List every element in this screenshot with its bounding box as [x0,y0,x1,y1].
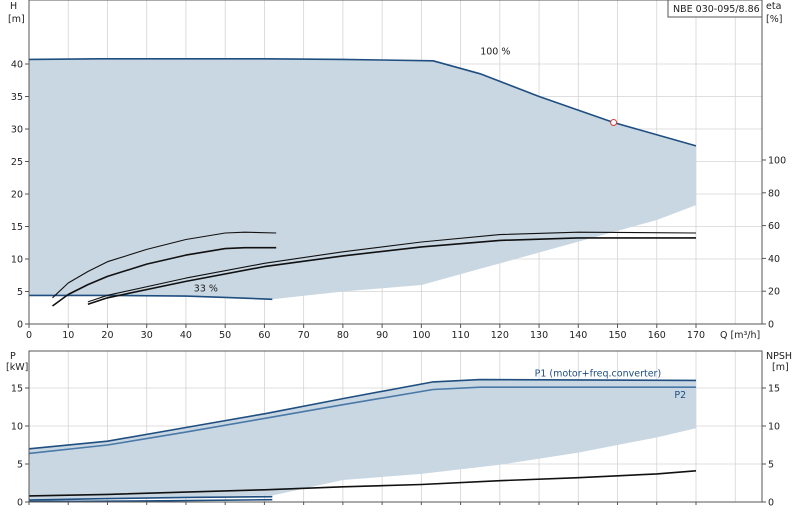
y-left-axis-unit: [kW] [6,362,28,373]
series-33- [29,294,273,301]
curve-5 [87,231,697,303]
x-tick-label: 150 [608,330,626,341]
y-right-tick-label: 15 [768,384,780,395]
pump-model-label-box: NBE 030-095/8.86 [667,0,763,18]
y-left-tick-label: 20 [11,190,23,201]
x-tick-label: 70 [298,330,310,341]
curve-5 [28,470,697,497]
y-right-tick-label: 0 [768,498,774,509]
y-left-tick-label: 0 [17,320,23,331]
x-tick-label: 80 [337,330,349,341]
y-left-tick-label: 0 [17,498,23,509]
head-efficiency-plot: 100 %33 %0510152025303540020406080100H[m… [8,0,786,341]
annotation-label: 33 % [194,284,218,295]
x-tick-label: 160 [648,330,666,341]
y-right-axis-label: NPSH [766,351,792,362]
curve-3 [52,231,277,299]
y-left-tick-label: 5 [17,460,23,471]
y-left-axis-label: H [10,1,17,12]
y-left-axis-unit: [m] [8,14,25,25]
curve-6 [87,237,696,306]
x-axis-label: Q [m³/h] [720,330,760,341]
y-left-tick-label: 40 [11,60,23,71]
x-tick-label: 40 [180,330,192,341]
y-left-axis-label: P [10,351,16,362]
annotation-label: P1 (motor+freq.converter) [535,369,662,380]
duty-point-marker [610,119,618,126]
operating-envelope [29,58,696,300]
x-tick-label: 110 [452,330,470,341]
y-right-tick-label: 10 [768,422,780,433]
x-tick-label: 120 [491,330,509,341]
y-left-tick-label: 15 [11,384,23,395]
y-left-tick-label: 25 [11,157,23,168]
x-tick-label: 0 [26,330,32,341]
x-tick-label: 140 [569,330,587,341]
pump-model-title: NBE 030-095/8.86 [673,4,760,15]
series-p1-motor-freq-converter- [28,378,697,450]
series-100- [28,57,697,147]
curve-4 [52,246,277,307]
y-right-tick-label: 100 [768,156,786,167]
y-left-tick-label: 30 [11,125,23,136]
curve-3 [28,495,273,501]
series-p2 [28,386,696,455]
y-left-tick-label: 5 [17,287,23,298]
y-right-tick-label: 0 [768,320,774,331]
y-right-tick-label: 5 [768,460,774,471]
y-right-axis-unit: [m] [772,362,789,373]
x-tick-label: 60 [258,330,270,341]
y-left-tick-label: 35 [11,92,23,103]
x-tick-label: 30 [141,330,153,341]
y-right-tick-label: 40 [768,254,780,265]
y-left-tick-label: 10 [11,422,23,433]
y-right-axis-unit: [%] [766,14,782,25]
curve-4 [28,498,273,503]
y-right-tick-label: 20 [768,287,780,298]
x-tick-label: 170 [687,330,705,341]
x-tick-label: 50 [219,330,231,341]
y-right-tick-label: 80 [768,188,780,199]
x-tick-label: 20 [101,330,113,341]
y-right-tick-label: 60 [768,221,780,232]
y-left-tick-label: 15 [11,222,23,233]
annotation-label: 100 % [480,46,510,57]
x-tick-label: 100 [412,330,430,341]
x-tick-label: 10 [62,330,74,341]
x-tick-label: 90 [376,330,388,341]
y-left-tick-label: 10 [11,255,23,266]
annotation-label: P2 [674,390,686,401]
x-tick-label: 130 [530,330,548,341]
operating-envelope [29,379,696,500]
power-npsh-plot: P1 (motor+freq.converter) P2 0 5 10 15 0 5 10 15 P… [6,350,792,509]
y-right-axis-label: eta [766,1,781,12]
